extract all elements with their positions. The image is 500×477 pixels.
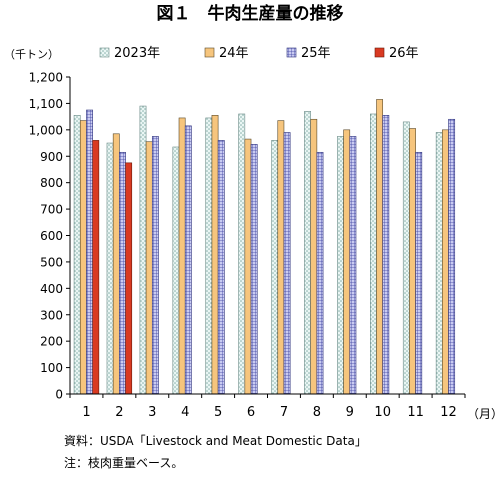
bar: [409, 128, 416, 395]
legend-swatch: [99, 47, 110, 58]
bar: [211, 115, 219, 395]
bar: [119, 151, 126, 395]
y-tick-label: 1,100: [29, 97, 63, 111]
y-tick-label: 400: [40, 282, 63, 296]
x-tick-label: 3: [148, 405, 156, 420]
x-tick-label: 1: [82, 405, 90, 420]
legend-swatch: [286, 47, 297, 58]
legend-label: 26年: [389, 46, 419, 61]
y-tick-label: 700: [40, 203, 63, 217]
basis-note: 注：枝肉重量ベース。: [64, 455, 183, 470]
bar: [125, 162, 133, 395]
bar: [277, 120, 285, 395]
bar: [73, 115, 81, 395]
bar: [238, 113, 246, 395]
bar: [382, 115, 390, 395]
bar: [79, 120, 87, 395]
x-tick-label: 10: [374, 405, 391, 420]
x-tick-label: 2: [115, 405, 123, 420]
y-tick-label: 600: [40, 229, 63, 243]
plot-area: 0 100 200 300 400 500 600 700 800 900 1,000 1,100 1,…: [29, 71, 466, 420]
legend-label: 24年: [219, 46, 249, 61]
bar: [415, 151, 423, 395]
bar: [435, 132, 443, 395]
y-tick-label: 1,200: [29, 71, 63, 85]
bar: [370, 113, 377, 395]
bar: [316, 151, 324, 395]
bar: [349, 136, 357, 395]
bar: [205, 117, 213, 395]
bar: [139, 105, 147, 395]
bar: [283, 132, 291, 395]
bar: [145, 141, 153, 395]
legend-item: 24年: [204, 46, 249, 61]
y-tick-label: 100: [40, 361, 63, 375]
chart-legend: 2023年 24年 25年 26年: [99, 46, 419, 61]
bar: [151, 136, 159, 395]
x-tick-label: 11: [407, 405, 424, 420]
bar: [402, 121, 410, 395]
y-axis-unit-label: （千トン）: [4, 48, 59, 61]
bar: [172, 146, 180, 395]
legend-item: 25年: [286, 46, 331, 61]
chart-title: 図１ 牛肉生産量の推移: [157, 3, 344, 24]
bar: [376, 99, 384, 395]
y-tick-label: 800: [40, 176, 63, 190]
bar: [448, 118, 456, 395]
x-axis-unit-label: （月）: [467, 407, 500, 421]
bar: [304, 111, 311, 395]
x-tick-label: 5: [214, 405, 222, 420]
y-tick-label: 300: [40, 308, 63, 322]
legend-item: 26年: [374, 46, 419, 61]
y-tick-label: 200: [40, 335, 63, 349]
bar: [112, 133, 120, 395]
x-tick-label: 4: [181, 405, 189, 420]
bar: [178, 117, 186, 395]
x-tick-label: 12: [440, 405, 457, 420]
bar: [217, 140, 225, 395]
bar: [92, 140, 100, 395]
x-tick-label: 7: [280, 405, 288, 420]
bar: [271, 140, 279, 395]
legend-item: 2023年: [99, 46, 160, 61]
bar: [442, 129, 449, 395]
bar: [337, 136, 344, 395]
bar: [310, 118, 318, 395]
y-tick-label: 0: [55, 388, 63, 402]
x-tick-label: 6: [247, 405, 255, 420]
bar: [244, 138, 252, 395]
y-tick-label: 900: [40, 150, 63, 164]
legend-label: 25年: [301, 46, 331, 61]
source-note: 資料：USDA「Livestock and Meat Domestic Data…: [64, 434, 367, 448]
legend-swatch: [204, 47, 215, 58]
legend-swatch: [374, 47, 385, 58]
x-tick-label: 9: [346, 405, 354, 420]
y-tick-label: 1,000: [29, 123, 63, 137]
bar: [86, 109, 93, 395]
bar: [184, 125, 192, 395]
x-tick-label: 8: [313, 405, 321, 420]
bar: [343, 129, 351, 395]
bar: [250, 144, 258, 395]
bar: [106, 142, 114, 395]
legend-label: 2023年: [114, 46, 160, 61]
y-tick-label: 500: [40, 255, 63, 269]
